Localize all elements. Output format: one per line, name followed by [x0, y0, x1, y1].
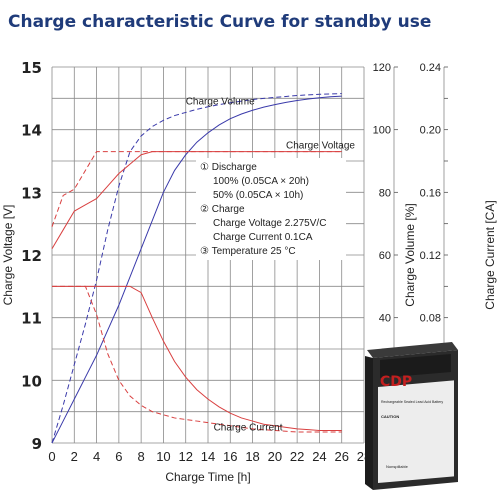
- y3-tick-label: 0.08: [420, 313, 441, 325]
- x-tick-label: 26: [334, 449, 348, 464]
- series-label: Charge Volume: [186, 97, 255, 108]
- curves: [51, 93, 342, 444]
- battery-label-line-3: Nonspillable: [386, 464, 409, 469]
- y3-tick-label: 0.20: [420, 125, 441, 137]
- axis-labels: Charge Time [h] Charge Voltage [V] Charge …: [1, 97, 497, 484]
- series-line-5: [52, 285, 342, 431]
- x-tick-label: 12: [178, 449, 192, 464]
- y-tick-label: 11: [21, 310, 42, 328]
- series-line-4: [52, 285, 342, 433]
- annotation-box: [196, 158, 346, 260]
- y3-tick-label: 0.12: [420, 250, 441, 262]
- x-tick-label: 0: [48, 449, 55, 464]
- x-tick-label: 2: [71, 449, 78, 464]
- x-tick-label: 4: [93, 449, 100, 464]
- ticks: 9101112131415024681012141618202224262802…: [21, 59, 448, 464]
- y3-tick-label: 0.24: [420, 62, 441, 74]
- y2-tick-label: 80: [379, 187, 391, 199]
- y2-tick-label: 100: [373, 125, 391, 137]
- x-axis-label: Charge Time [h]: [165, 470, 250, 484]
- series-label: Charge Voltage: [286, 140, 355, 151]
- y2-tick-label: 40: [379, 313, 391, 325]
- series-label: Charge Current: [214, 422, 283, 433]
- x-tick-label: 22: [290, 449, 304, 464]
- y2-axis-label: Charge Volume [%]: [403, 203, 417, 306]
- y3-tick-label: 0.16: [420, 187, 441, 199]
- x-tick-label: 10: [156, 449, 170, 464]
- annotation-line: Charge Voltage 2.275V/C: [213, 218, 326, 229]
- annotations: ① Discharge 100% (0.05CA × 20h) 50% (0.05C…: [196, 158, 346, 260]
- annotation-line: ③ Temperature 25 °C: [200, 246, 296, 257]
- annotation-line: ① Discharge: [200, 162, 257, 173]
- series-line-3: [51, 151, 342, 249]
- x-tick-label: 18: [245, 449, 259, 464]
- y-tick-label: 10: [21, 372, 42, 390]
- chart-title: Charge characteristic Curve for standby …: [8, 12, 431, 32]
- y-tick-label: 12: [21, 247, 42, 265]
- annotation-line: 50% (0.05CA × 10h): [213, 190, 303, 201]
- battery-image: CDP Rechargeable Sealed Lead Acid Batter…: [365, 342, 458, 490]
- annotation-line: 100% (0.05CA × 20h): [213, 176, 309, 187]
- annotation-line: ② Charge: [200, 204, 245, 215]
- y-axis-label: Charge Voltage [V]: [1, 205, 15, 306]
- x-tick-label: 20: [268, 449, 282, 464]
- x-tick-label: 16: [223, 449, 237, 464]
- y3-axis-label: Charge Current [CA]: [483, 200, 497, 309]
- battery-label-line-2: CAUTION: [381, 414, 399, 419]
- y2-tick-label: 120: [373, 62, 391, 74]
- series-line-1: [51, 95, 342, 444]
- y-tick-label: 15: [21, 59, 42, 77]
- annotation-line: Charge Current 0.1CA: [213, 232, 313, 243]
- y-tick-label: 9: [32, 435, 42, 453]
- x-tick-label: 24: [312, 449, 326, 464]
- battery-brand: CDP: [380, 374, 412, 390]
- battery-label-line-1: Rechargeable Sealed Lead Acid Battery: [381, 400, 443, 404]
- x-tick-label: 8: [138, 449, 145, 464]
- series-line-0: [51, 93, 342, 444]
- y-tick-label: 13: [21, 184, 42, 202]
- y2-tick-label: 60: [379, 250, 391, 262]
- y-tick-label: 14: [21, 122, 42, 140]
- x-tick-label: 14: [201, 449, 215, 464]
- x-tick-label: 6: [115, 449, 122, 464]
